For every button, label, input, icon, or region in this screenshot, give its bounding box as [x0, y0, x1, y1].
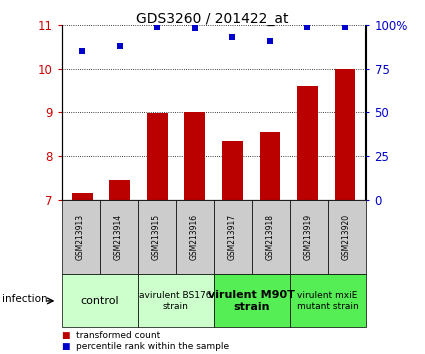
Text: avirulent BS176
strain: avirulent BS176 strain — [139, 291, 212, 310]
Text: transformed count: transformed count — [76, 331, 161, 340]
Text: GSM213914: GSM213914 — [114, 214, 123, 260]
Text: ■: ■ — [62, 342, 70, 351]
Text: virulent mxiE
mutant strain: virulent mxiE mutant strain — [297, 291, 358, 310]
Point — [304, 24, 311, 29]
Text: GSM213915: GSM213915 — [152, 214, 161, 260]
Bar — [222, 141, 243, 200]
Text: GSM213917: GSM213917 — [228, 214, 237, 260]
Bar — [147, 113, 167, 200]
Point — [116, 43, 123, 48]
Text: percentile rank within the sample: percentile rank within the sample — [76, 342, 230, 351]
Bar — [297, 86, 317, 200]
Text: GSM213919: GSM213919 — [304, 214, 313, 260]
Point — [154, 24, 161, 29]
Text: GDS3260 / 201422_at: GDS3260 / 201422_at — [136, 12, 289, 27]
Bar — [72, 193, 93, 200]
Text: GSM213913: GSM213913 — [76, 214, 85, 260]
Point — [229, 34, 236, 40]
Point — [341, 24, 348, 29]
Text: virulent M90T
strain: virulent M90T strain — [208, 290, 295, 312]
Text: infection: infection — [2, 294, 48, 304]
Text: GSM213916: GSM213916 — [190, 214, 199, 260]
Bar — [184, 112, 205, 200]
Bar — [260, 132, 280, 200]
Text: GSM213920: GSM213920 — [342, 214, 351, 260]
Text: GSM213918: GSM213918 — [266, 214, 275, 260]
Point — [79, 48, 86, 54]
Bar — [110, 180, 130, 200]
Point — [191, 25, 198, 31]
Bar — [334, 69, 355, 200]
Text: ■: ■ — [62, 331, 70, 340]
Point — [266, 38, 273, 44]
Text: control: control — [80, 296, 119, 306]
